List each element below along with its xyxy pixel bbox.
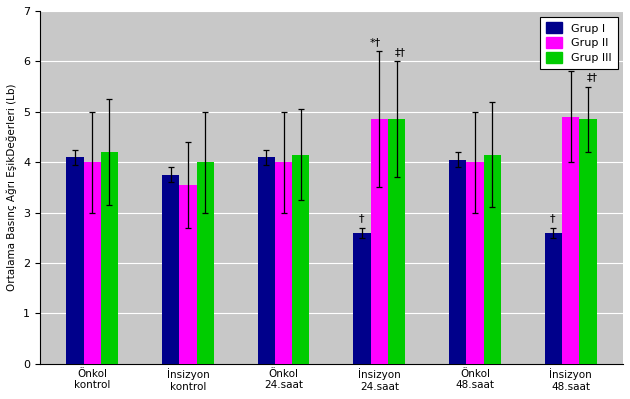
Bar: [258, 157, 275, 363]
Text: †: †: [550, 213, 555, 223]
Bar: [101, 152, 118, 363]
Bar: [66, 157, 84, 363]
Bar: [292, 154, 309, 363]
Text: *†: *†: [370, 37, 381, 47]
Bar: [466, 162, 484, 363]
Bar: [580, 119, 597, 363]
Text: *†: *†: [561, 57, 573, 67]
Bar: [370, 119, 388, 363]
Legend: Grup I, Grup II, Grup III: Grup I, Grup II, Grup III: [540, 16, 617, 69]
Bar: [180, 185, 197, 363]
Text: ‡†: ‡†: [587, 73, 597, 83]
Y-axis label: Ortalama Basınç Ağrı EşikDeğerleri (Lb): Ortalama Basınç Ağrı EşikDeğerleri (Lb): [7, 83, 18, 291]
Bar: [84, 162, 101, 363]
Text: ‡†: ‡†: [395, 47, 406, 57]
Bar: [353, 233, 370, 363]
Bar: [562, 117, 580, 363]
Bar: [197, 162, 214, 363]
Bar: [484, 154, 501, 363]
Bar: [275, 162, 292, 363]
Bar: [162, 175, 180, 363]
Bar: [449, 160, 466, 363]
Text: †: †: [358, 213, 364, 223]
Bar: [545, 233, 562, 363]
Bar: [388, 119, 405, 363]
